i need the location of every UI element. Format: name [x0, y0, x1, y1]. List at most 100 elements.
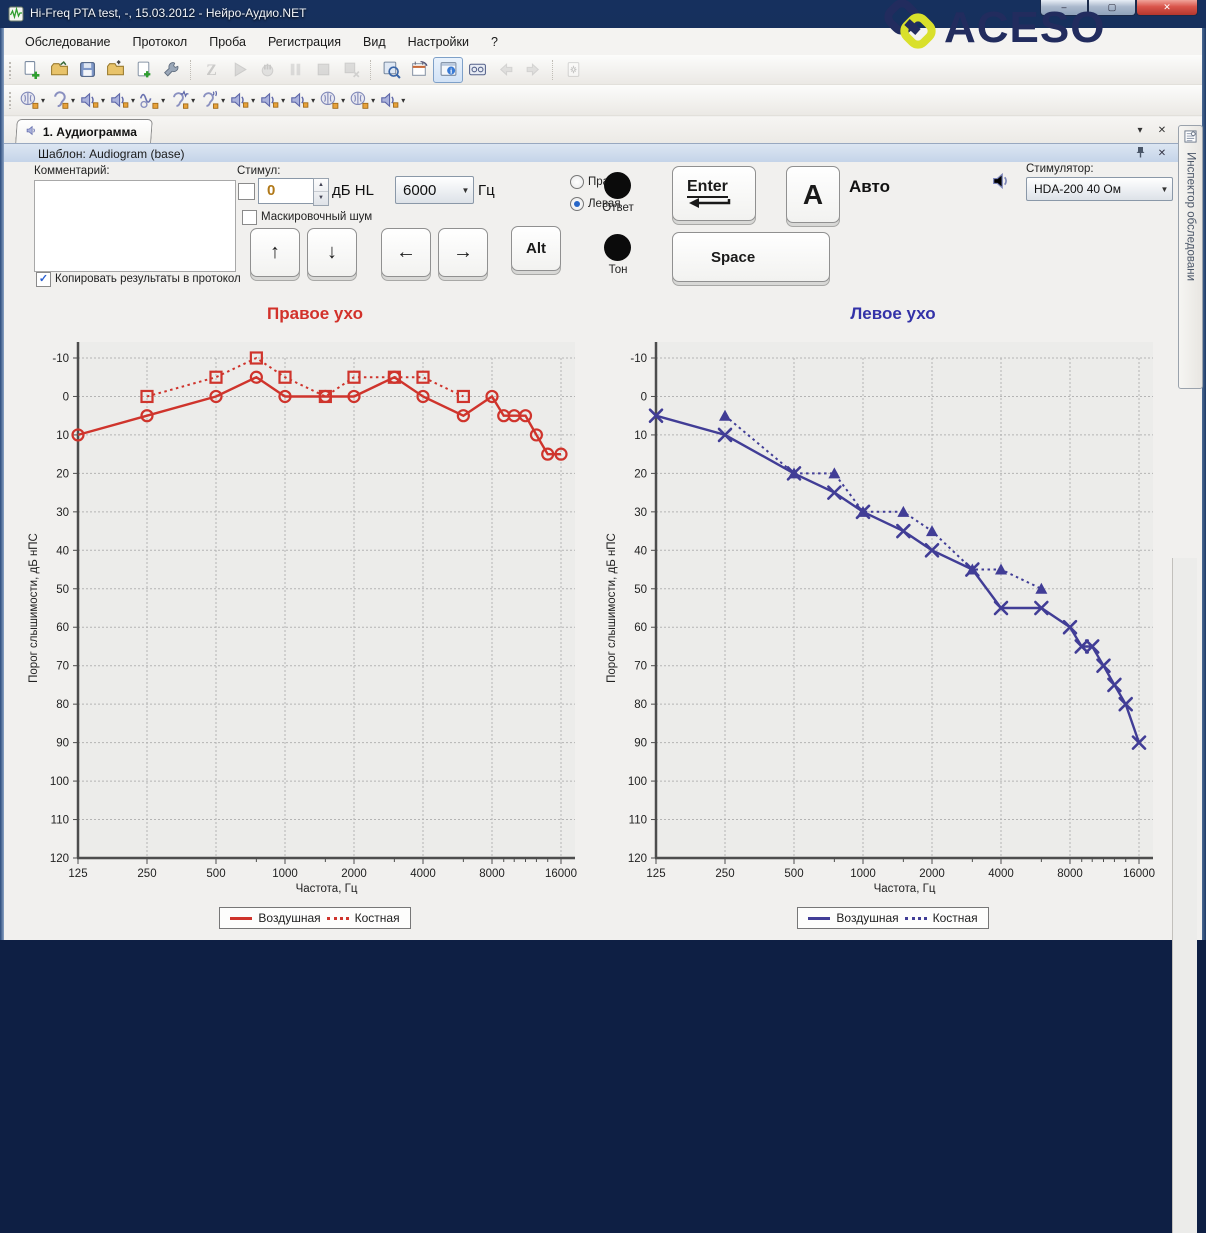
ear-left-radio[interactable] [570, 197, 584, 211]
legend-bone-label: Костная [932, 911, 978, 925]
ear-warble-tone-button[interactable]: ▾ [197, 88, 227, 112]
speaker-6-button[interactable]: ▾ [377, 88, 407, 112]
masking-right-button[interactable]: ▾ [347, 88, 377, 112]
key-enter-button[interactable]: Enter [672, 166, 756, 221]
export-exam-button[interactable] [101, 58, 129, 82]
chevron-down-icon[interactable]: ▾ [71, 95, 76, 105]
speaker-3-button[interactable]: ▾ [227, 88, 257, 112]
svg-text:70: 70 [56, 661, 69, 673]
nav-back-button[interactable] [491, 58, 519, 82]
svg-text:16000: 16000 [545, 868, 577, 880]
impedance-z-button[interactable]: Z [197, 58, 225, 82]
maximize-button[interactable]: ▢ [1088, 0, 1136, 16]
abort-test-button[interactable] [337, 58, 365, 82]
free-field-speaker-1-button[interactable]: ▾ [77, 88, 107, 112]
speaker-4-button[interactable]: ▾ [257, 88, 287, 112]
svg-text:2000: 2000 [341, 868, 367, 880]
inspector-panel-tab[interactable]: Инспектор обследовани [1178, 125, 1203, 389]
protocol-settings-button[interactable] [405, 58, 433, 82]
chevron-down-icon[interactable]: ▾ [341, 95, 346, 105]
ear-phone-button[interactable]: ▾ [47, 88, 77, 112]
stimulus-checkbox[interactable] [238, 183, 255, 200]
masking-left-button[interactable]: ▾ [317, 88, 347, 112]
open-exam-button[interactable] [45, 58, 73, 82]
key-left-button[interactable]: ← [381, 228, 431, 277]
level-input[interactable]: 0 [258, 178, 322, 204]
svg-text:8000: 8000 [1057, 868, 1083, 880]
chevron-down-icon[interactable]: ▾ [401, 95, 406, 105]
menu-item-2[interactable]: Протокол [132, 34, 188, 49]
menu-item-1[interactable]: Обследование [25, 34, 111, 49]
tab-list-dropdown[interactable]: ▾ [1137, 125, 1143, 136]
inspector-panel-toggle-button[interactable]: i [433, 56, 463, 83]
svg-text:60: 60 [56, 622, 69, 634]
comment-input[interactable] [34, 180, 236, 272]
pin-icon[interactable] [1132, 146, 1148, 161]
probe-settings-button[interactable] [377, 58, 405, 82]
key-down-button[interactable]: ↓ [307, 228, 357, 277]
key-right-button[interactable]: → [438, 228, 488, 277]
speaker-5-button[interactable]: ▾ [287, 88, 317, 112]
ear-pulse-tone-button[interactable]: ▾ [167, 88, 197, 112]
minimize-button[interactable]: – [1040, 0, 1088, 16]
bone-conductor-button[interactable]: ▾ [17, 88, 47, 112]
chevron-down-icon[interactable]: ▾ [221, 95, 226, 105]
chevron-down-icon[interactable]: ▾ [131, 95, 136, 105]
flash-screen-button[interactable] [559, 58, 587, 82]
start-test-button[interactable] [225, 58, 253, 82]
toolbar-grip[interactable] [8, 60, 12, 79]
chevron-down-icon[interactable]: ▾ [371, 95, 376, 105]
stimulator-select[interactable]: HDA-200 40 Ом ▼ [1026, 177, 1173, 201]
device-panel-button[interactable] [463, 58, 491, 82]
frequency-select[interactable]: 6000 ▼ [395, 176, 474, 204]
chevron-down-icon[interactable]: ▾ [251, 95, 256, 105]
key-a-button[interactable]: A [786, 166, 840, 223]
menu-item-7[interactable]: ? [490, 34, 498, 49]
save-exam-button[interactable] [73, 58, 101, 82]
air-line-sample [808, 916, 831, 920]
audiogram-svg: -10 0 10 20 30 40 50 60 70 80 90 100 110 120 125 250 500… [606, 342, 1155, 895]
key-up-button[interactable]: ↑ [250, 228, 300, 277]
tab-close-button[interactable]: ✕ [1157, 125, 1167, 136]
svg-text:Частота, Гц: Частота, Гц [296, 883, 358, 894]
ear-right-radio[interactable] [570, 175, 584, 189]
new-page-button[interactable] [129, 58, 157, 82]
close-button[interactable]: ✕ [1136, 0, 1198, 16]
chevron-down-icon[interactable]: ▾ [101, 95, 106, 105]
warble-tone-button[interactable]: ▾ [137, 88, 167, 112]
air-conduction-series [71, 370, 568, 461]
key-alt-button[interactable]: Alt [511, 226, 561, 271]
chevron-down-icon[interactable]: ▾ [161, 95, 166, 105]
svg-text:70: 70 [634, 661, 647, 673]
copy-results-checkbox[interactable]: ✓ [36, 272, 51, 287]
svg-text:16000: 16000 [1123, 868, 1155, 880]
template-close-button[interactable]: ✕ [1157, 148, 1167, 159]
nav-forward-button[interactable] [519, 58, 547, 82]
right-ear-audiogram-panel: Правое ухо -10 0 10 20 30 40 50 60 70 80 90 100 110 12… [24, 296, 606, 929]
menu-item-5[interactable]: Вид [363, 34, 386, 49]
menu-item-4[interactable]: Регистрация [267, 34, 342, 49]
test-settings-button[interactable] [157, 58, 185, 82]
tab-audiogram[interactable]: 1. Аудиограмма [15, 119, 153, 143]
chevron-down-icon[interactable]: ▾ [191, 95, 196, 105]
menu-item-3[interactable]: Проба [209, 34, 246, 49]
stimulator-label: Стимулятор: [1026, 163, 1094, 175]
menu-item-6[interactable]: Настройки [407, 34, 469, 49]
chevron-down-icon[interactable]: ▾ [281, 95, 286, 105]
title-bar: Hi-Freq PTA test, -, 15.03.2012 - Нейро-… [0, 0, 1206, 52]
manual-mode-button[interactable] [253, 58, 281, 82]
free-field-speaker-2-button[interactable]: ▾ [107, 88, 137, 112]
key-space-button[interactable]: Space [672, 232, 830, 282]
chevron-down-icon[interactable]: ▾ [311, 95, 316, 105]
svg-text:80: 80 [56, 699, 69, 711]
toolbar-grip[interactable] [8, 91, 12, 109]
level-spinner[interactable]: ▲ ▼ [313, 178, 329, 206]
stop-test-button[interactable] [309, 58, 337, 82]
audiograms-area: Правое ухо -10 0 10 20 30 40 50 60 70 80 90 100 110 12… [4, 293, 1198, 1233]
new-exam-button[interactable] [17, 58, 45, 82]
pause-test-button[interactable] [281, 58, 309, 82]
legend-bone-label: Костная [354, 911, 400, 925]
chevron-down-icon[interactable]: ▾ [41, 95, 46, 105]
masking-checkbox[interactable] [242, 210, 257, 225]
